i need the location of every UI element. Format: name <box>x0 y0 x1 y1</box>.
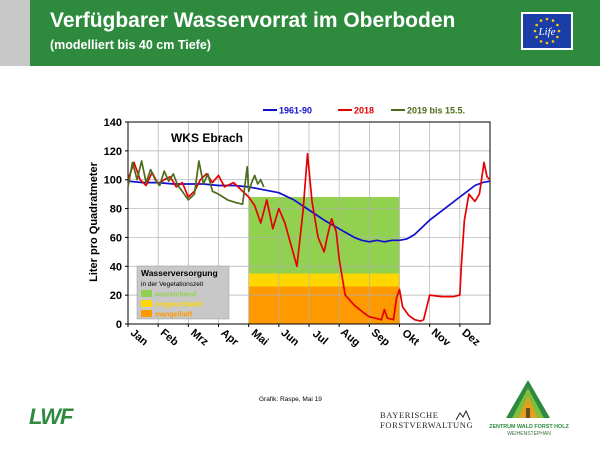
eu-star <box>539 40 543 43</box>
y-tick-label: 0 <box>116 319 122 331</box>
zwfh-logo-text: ZENTRUM WALD FORST HOLZ WEIHENSTEPHAN <box>466 424 592 438</box>
series-line-0 <box>127 180 491 243</box>
forest-mark-icon <box>455 409 471 421</box>
eu-life-text: Life <box>537 26 555 38</box>
y-tick-label: 140 <box>104 117 122 129</box>
lwf-logo-icon: LWF <box>29 405 75 427</box>
legend-label: 2018 <box>354 106 374 116</box>
eu-star <box>545 41 549 45</box>
header-bar: Verfügbarer Wasservorrat im Oberboden (m… <box>0 0 600 66</box>
supply-legend-subtitle: in der Vegetationszeit <box>141 281 203 288</box>
band-ausreichend <box>248 197 400 274</box>
bayerische-forstverwaltung-logo: BAYERISCHE FORSTVERWALTUNG <box>380 410 473 430</box>
supply-legend-swatch <box>141 290 152 297</box>
series-line-2 <box>127 160 265 206</box>
supply-legend-swatch <box>141 300 152 307</box>
legend-label: 2019 bis 15.5. <box>407 106 465 116</box>
x-tick-label: Nov <box>429 326 453 349</box>
y-tick-label: 80 <box>110 204 122 216</box>
x-tick-label: Apr <box>218 327 241 349</box>
x-tick-label: Jul <box>310 328 330 347</box>
y-tick-label: 120 <box>104 146 122 158</box>
chart-title: WKS Ebrach <box>171 131 243 145</box>
x-tick-label: Jan <box>128 327 150 349</box>
eu-star <box>545 17 549 21</box>
x-tick-label: Jun <box>278 327 301 349</box>
zwfh-line-2: WEIHENSTEPHAN <box>507 431 551 437</box>
supply-legend-title: Wasserversorgung <box>141 268 218 278</box>
bayern-line-2: FORSTVERWALTUNG <box>380 420 474 430</box>
x-tick-label: Mai <box>249 327 271 348</box>
graphic-credit: Grafik: Raspe, Mai 19 <box>259 396 322 403</box>
x-tick-label: Feb <box>158 327 181 349</box>
eu-star <box>557 29 561 33</box>
eu-star <box>539 19 543 22</box>
eu-star <box>533 29 537 33</box>
header-accent <box>0 0 30 66</box>
zwfh-tree-logo-icon <box>506 380 550 418</box>
page-subtitle: (modelliert bis 40 cm Tiefe) <box>50 38 211 52</box>
series-line-1 <box>127 152 491 322</box>
y-tick-label: 100 <box>104 175 122 187</box>
lwf-logo-text: LWF <box>29 405 74 427</box>
y-tick-label: 20 <box>110 290 122 302</box>
supply-legend-label: ausreichend <box>155 292 196 299</box>
x-tick-label: Sep <box>369 327 392 349</box>
zwfh-line-1: ZENTRUM WALD FORST HOLZ <box>489 424 569 430</box>
x-tick-label: Dez <box>459 327 482 349</box>
x-tick-label: Mrz <box>188 327 211 349</box>
bayern-line-1: BAYERISCHE <box>380 410 439 420</box>
band-eingeschränkt <box>248 273 400 287</box>
legend-label: 1961-90 <box>279 106 312 116</box>
eu-star <box>535 23 538 27</box>
eu-star <box>535 35 538 39</box>
supply-legend-label: mangelhaft <box>155 312 193 319</box>
eu-star <box>556 35 559 39</box>
x-tick-label: Aug <box>338 326 362 349</box>
page-title: Verfügbarer Wasservorrat im Oberboden <box>50 9 456 32</box>
x-tick-label: Okt <box>400 327 422 348</box>
eu-star <box>551 40 555 43</box>
eu-life-flag-icon: Life <box>521 12 573 50</box>
y-axis-label: Liter pro Quadratmeter <box>88 161 100 282</box>
supply-legend-label: eingeschränkt <box>155 302 203 309</box>
eu-star <box>551 19 555 22</box>
supply-legend-swatch <box>141 310 152 317</box>
eu-star <box>556 23 559 27</box>
y-tick-label: 40 <box>110 261 122 273</box>
supply-legend-box <box>136 265 230 320</box>
y-tick-label: 60 <box>110 232 122 244</box>
